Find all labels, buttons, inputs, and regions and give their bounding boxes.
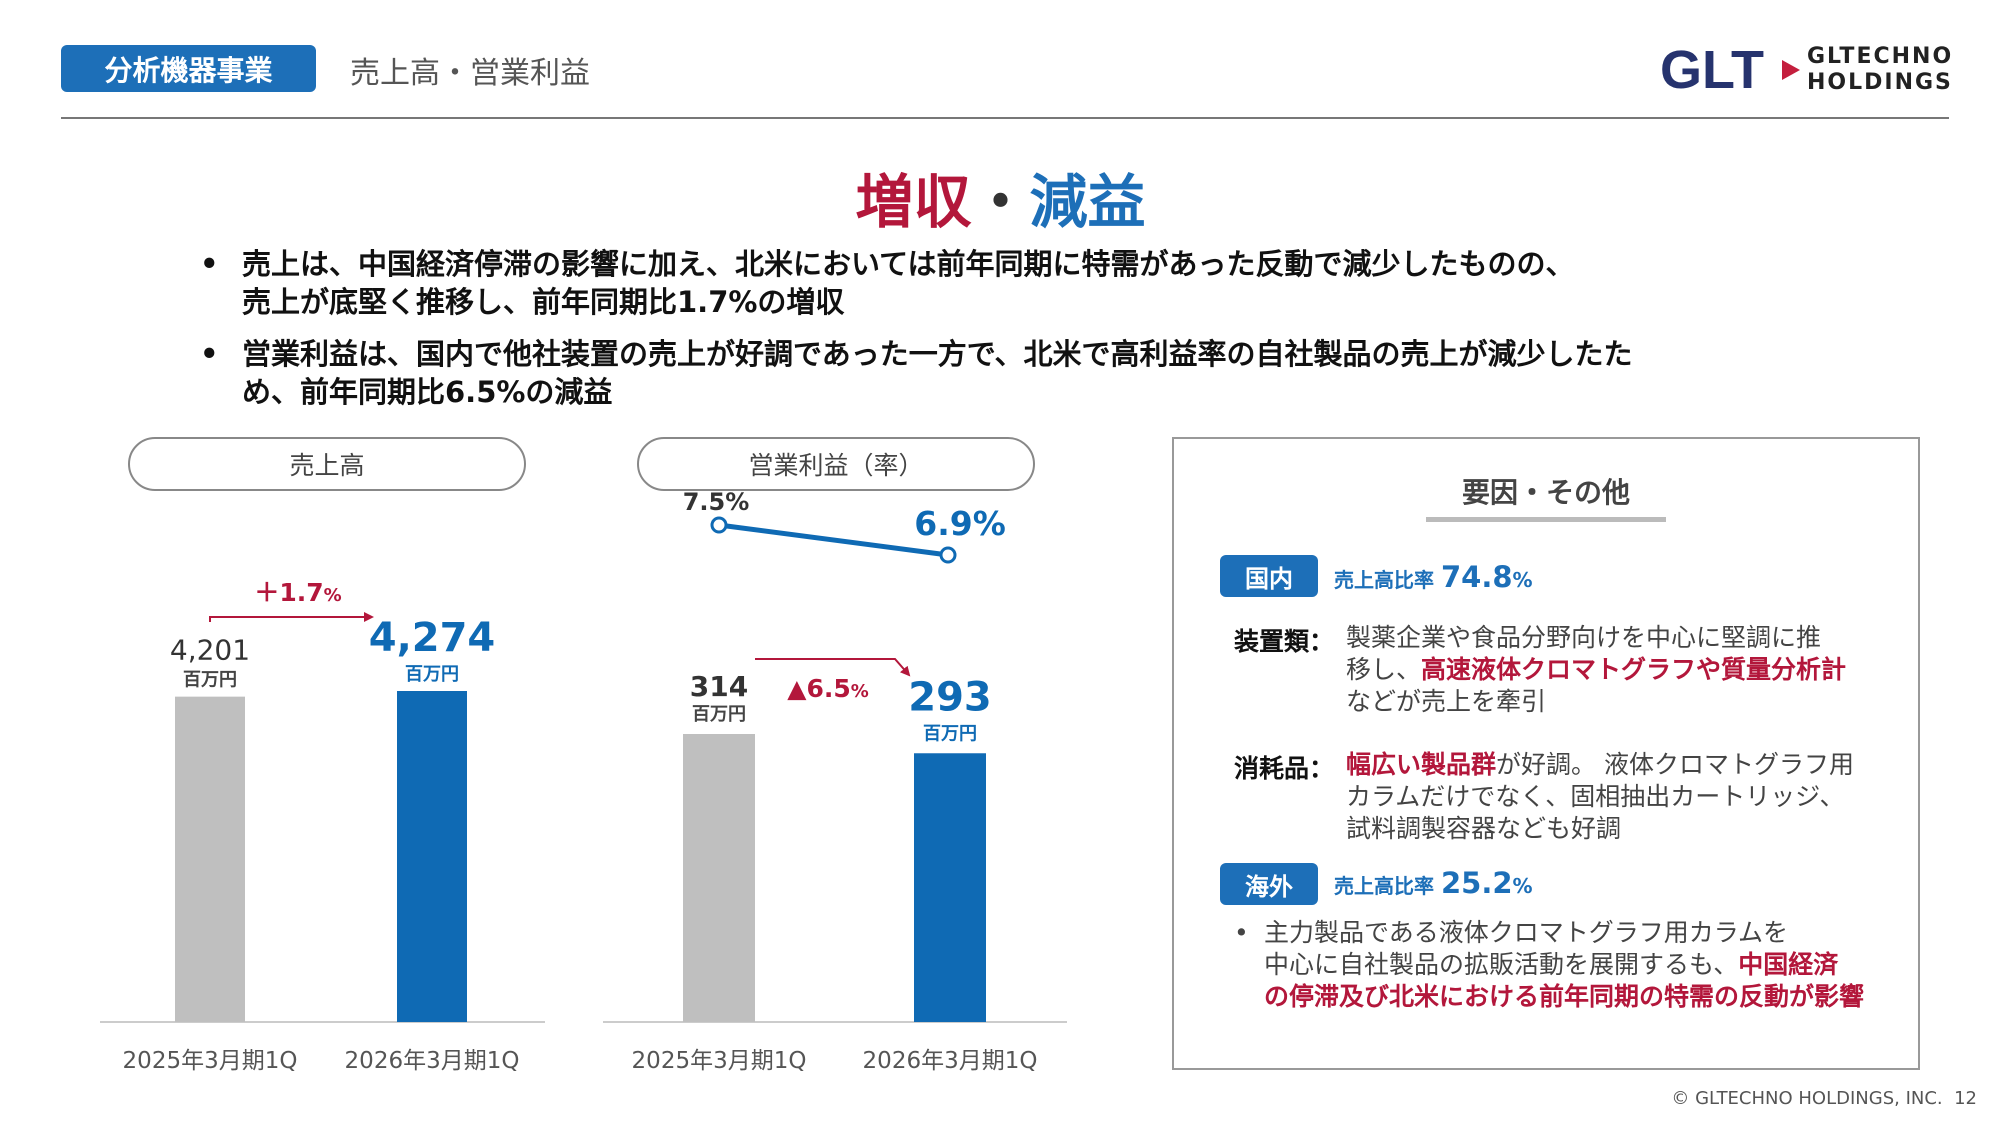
profit-category-label-2: 2026年3月期1Q — [863, 1048, 1038, 1074]
profit-value-label-2: 293 — [908, 674, 992, 720]
ratio-unit: % — [1512, 874, 1533, 898]
consumables-description: 幅広い製品群が好調。 液体クロマトグラフ用 カラムだけでなく、固相抽出カートリッ… — [1346, 749, 1854, 845]
revenue-unit-label-1: 百万円 — [183, 670, 237, 691]
revenue-change-label: ＋1.7% — [254, 578, 341, 607]
page-title: 売上高・営業利益 — [350, 56, 590, 91]
profit-category-label-1: 2025年3月期1Q — [632, 1048, 807, 1074]
factors-panel: 要因・その他 国内 売上高比率 74.8% 装置類： 製薬企業や食品分野向けを中… — [1172, 437, 1920, 1070]
profit-chart: 314百万円2025年3月期1Q293百万円2026年3月期1Q▲6.5%7.5… — [603, 488, 1067, 1074]
logo-text-line2: HOLDINGS — [1807, 70, 1953, 95]
section-tag: 分析機器事業 — [61, 45, 316, 92]
logo-text: GLTECHNO HOLDINGS — [1807, 44, 1953, 96]
footer: © GLTECHNO HOLDINGS, INC. 12 — [1671, 1088, 1977, 1109]
profit-chart-title: 営業利益（率） — [637, 437, 1035, 491]
overseas-ratio: 売上高比率 25.2% — [1334, 866, 1533, 900]
panel-title-underline — [1426, 517, 1666, 522]
revenue-bar-2 — [397, 691, 467, 1022]
rate-line — [718, 522, 949, 558]
header-divider — [61, 117, 1949, 119]
bullet-text-line: 営業利益は、国内で他社装置の売上が好調であった一方で、北米で高利益率の自社製品の… — [242, 337, 1633, 371]
overseas-line: 中心に自社製品の拡販活動を展開するも、 — [1264, 950, 1739, 979]
profit-change-arrow — [755, 658, 911, 677]
ratio-unit: % — [1512, 568, 1533, 592]
ratio-label: 売上高比率 — [1334, 568, 1434, 592]
ratio-value: 74.8 — [1440, 560, 1513, 594]
bullet-text-line: 売上が底堅く推移し、前年同期比1.7%の増収 — [242, 285, 845, 319]
consumables-line: が好調。 液体クロマトグラフ用 — [1496, 750, 1854, 779]
logo-mark: GLT — [1660, 40, 1764, 98]
consumables-line: カラムだけでなく、固相抽出カートリッジ、 — [1346, 782, 1845, 811]
headline-separator: ・ — [971, 168, 1030, 236]
profit-value-label-1: 314 — [690, 670, 748, 703]
rate-label-2: 6.9% — [914, 504, 1006, 543]
equipment-line: 移し、 — [1346, 655, 1422, 684]
revenue-value-label-2: 4,274 — [369, 615, 496, 661]
summary-bullets: 売上は、中国経済停滞の影響に加え、北米においては前年同期に特需があった反動で減少… — [200, 245, 1880, 425]
overseas-bullet: • 主力製品である液体クロマトグラフ用カラムを 中心に自社製品の拡販活動を展開す… — [1234, 917, 1864, 1013]
revenue-category-label-1: 2025年3月期1Q — [123, 1048, 298, 1074]
logo-arrow-icon — [1782, 60, 1800, 80]
revenue-change-arrow — [209, 612, 374, 622]
equipment-highlight: 高速液体クロマトグラフや質量分析計 — [1421, 655, 1847, 684]
profit-bar-2 — [914, 753, 986, 1022]
profit-unit-label-1: 百万円 — [692, 704, 746, 725]
panel-title: 要因・その他 — [1461, 476, 1630, 509]
summary-bullet-profit: 営業利益は、国内で他社装置の売上が好調であった一方で、北米で高利益率の自社製品の… — [200, 335, 1880, 411]
overseas-badge: 海外 — [1220, 863, 1318, 905]
revenue-chart-title: 売上高 — [128, 437, 526, 491]
profit-change-label: ▲6.5% — [787, 674, 869, 703]
revenue-value-label-1: 4,201 — [170, 634, 250, 667]
headline-profit-down: 減益 — [1029, 168, 1146, 236]
consumables-highlight: 幅広い製品群 — [1346, 750, 1497, 779]
revenue-chart: 4,201 百万円 2025年3月期1Q 4,274 百万円 2026年3月期1Q ＋1.7… — [100, 578, 545, 1074]
bullet-text-line: 売上は、中国経済停滞の影響に加え、北米においては前年同期に特需があった反動で減少… — [242, 247, 1575, 281]
ratio-label: 売上高比率 — [1334, 874, 1434, 898]
equipment-line: などが売上を牽引 — [1346, 687, 1547, 716]
revenue-unit-label-2: 百万円 — [405, 664, 459, 685]
equipment-description: 製薬企業や食品分野向けを中心に堅調に推 移し、高速液体クロマトグラフや質量分析計… — [1346, 622, 1846, 718]
rate-label-1: 7.5% — [683, 488, 750, 516]
revenue-category-label-2: 2026年3月期1Q — [345, 1048, 520, 1074]
headline-revenue-up: 増収 — [855, 168, 972, 236]
logo-text-line1: GLTECHNO — [1807, 44, 1954, 69]
equipment-line: 製薬企業や食品分野向けを中心に堅調に推 — [1346, 623, 1822, 652]
revenue-bar-1 — [175, 696, 245, 1022]
rate-point-1 — [710, 516, 728, 534]
consumables-line: 試料調製容器なども好調 — [1346, 814, 1622, 843]
domestic-badge: 国内 — [1220, 555, 1318, 597]
bullet-dot: • — [1234, 918, 1249, 947]
overseas-highlight: 中国経済 — [1738, 950, 1839, 979]
summary-bullet-revenue: 売上は、中国経済停滞の影響に加え、北米においては前年同期に特需があった反動で減少… — [200, 245, 1880, 321]
profit-bar-1 — [683, 734, 755, 1022]
equipment-label: 装置類： — [1234, 627, 1335, 656]
rate-point-2 — [939, 546, 957, 564]
bullet-text-line: め、前年同期比6.5%の減益 — [242, 375, 613, 409]
profit-unit-label-2: 百万円 — [923, 723, 977, 744]
consumables-label: 消耗品： — [1234, 754, 1335, 783]
charts-canvas: 4,201 百万円 2025年3月期1Q 4,274 百万円 2026年3月期1Q ＋1.7… — [100, 488, 1067, 1074]
headline: 増収・減益 — [0, 155, 2001, 239]
overseas-highlight: の停滞及び北米における前年同期の特需の反動が影響 — [1264, 982, 1865, 1011]
overseas-line: 主力製品である液体クロマトグラフ用カラムを — [1264, 918, 1789, 947]
ratio-value: 25.2 — [1440, 866, 1513, 900]
page-number: 12 — [1954, 1088, 1977, 1109]
copyright: © GLTECHNO HOLDINGS, INC. — [1671, 1088, 1943, 1109]
company-logo: GLT — [1660, 40, 1800, 98]
domestic-ratio: 売上高比率 74.8% — [1334, 560, 1533, 594]
